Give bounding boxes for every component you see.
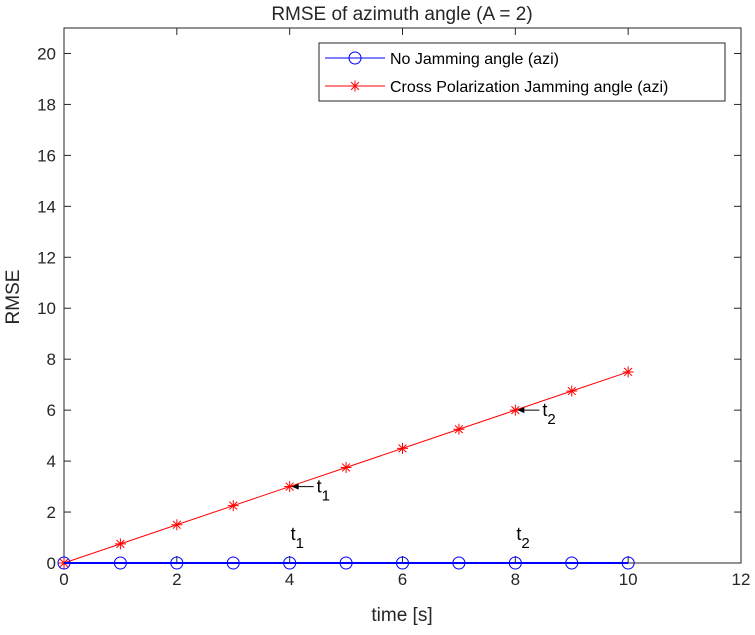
data-point-circle [396, 556, 409, 570]
data-point-circle [565, 556, 579, 570]
series-0 [57, 556, 635, 570]
data-point-asterisk [114, 538, 126, 550]
legend-label: No Jamming angle (azi) [390, 51, 559, 68]
y-tick-label: 6 [47, 401, 56, 420]
annotation: t1 [291, 524, 304, 552]
axes-box [63, 27, 742, 564]
x-tick-label: 8 [511, 570, 520, 589]
data-point-asterisk [453, 423, 465, 435]
data-point-circle [57, 556, 71, 570]
annotation-label: t2 [516, 524, 529, 552]
data-point-asterisk [340, 461, 352, 473]
x-tick-label: 10 [619, 570, 638, 589]
annotation-label: t1 [317, 477, 330, 505]
data-point-circle [508, 556, 522, 570]
annotation-label: t1 [291, 524, 304, 552]
y-tick-label: 14 [37, 197, 56, 216]
data-point-asterisk [349, 80, 361, 92]
x-axis-title: time [s] [371, 605, 432, 626]
data-point-asterisk [622, 366, 634, 378]
legend-entry: Cross Polarization Jamming angle (azi) [325, 79, 668, 96]
series-1 [58, 366, 634, 569]
annotation: t2 [516, 524, 529, 552]
x-tick-label: 0 [59, 570, 68, 589]
y-axis-title: RMSE [3, 270, 24, 325]
y-tick-label: 12 [37, 248, 56, 267]
data-point-circle [226, 556, 240, 570]
x-tick-label: 12 [732, 570, 751, 589]
legend-label: Cross Polarization Jamming angle (azi) [390, 79, 668, 96]
data-point-asterisk [171, 519, 183, 531]
annotation: t1 [291, 477, 330, 505]
data-point-circle [113, 556, 127, 570]
legend-box [318, 42, 726, 102]
annotation-label: t2 [542, 400, 555, 428]
annotation-arrowhead [291, 483, 299, 490]
data-point-circle [170, 556, 184, 570]
x-tick-label: 2 [172, 570, 181, 589]
y-tick-label: 4 [47, 452, 56, 471]
y-tick-label: 16 [37, 146, 56, 165]
y-tick-label: 20 [37, 44, 56, 63]
x-tick-label: 6 [398, 570, 407, 589]
x-tick-label: 4 [285, 570, 294, 589]
data-point-asterisk [397, 442, 408, 454]
legend-entry: No Jamming angle (azi) [325, 51, 559, 68]
data-point-asterisk [566, 385, 578, 397]
legend: No Jamming angle (azi) Cross Polarization… [318, 42, 726, 102]
annotation: t2 [517, 400, 556, 428]
data-point-circle [348, 51, 362, 65]
data-point-circle [452, 556, 466, 570]
y-tick-label: 8 [47, 350, 56, 369]
annotation-arrowhead [517, 407, 525, 414]
plot-area: 0 2 4 6 8 10 12 0 2 4 6 8 10 12 14 16 18 20 t1 t2 t1 t2 No Jam… [37, 27, 751, 589]
data-point-circle [621, 556, 635, 570]
data-point-asterisk [227, 500, 239, 512]
y-tick-label: 18 [37, 95, 56, 114]
y-tick-label: 2 [47, 503, 56, 522]
chart-title: RMSE of azimuth angle (A = 2) [271, 4, 532, 25]
data-point-circle [283, 556, 297, 570]
y-tick-label: 0 [47, 554, 56, 573]
data-point-circle [339, 556, 353, 570]
y-tick-label: 10 [37, 299, 56, 318]
